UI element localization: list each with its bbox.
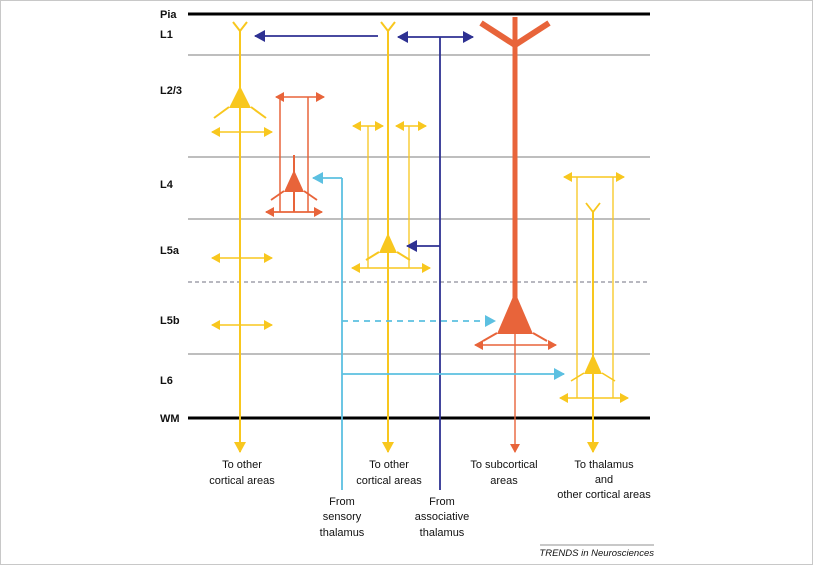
svg-text:To thalamus: To thalamus <box>574 459 634 471</box>
svg-text:thalamus: thalamus <box>420 527 465 539</box>
caption-associative-thalamus: From associative thalamus <box>415 496 469 539</box>
layer-label-l5a: L5a <box>160 245 180 257</box>
caption-sensory-thalamus: From sensory thalamus <box>320 496 365 539</box>
sensory-thalamus-input <box>312 172 565 490</box>
journal-credit: TRENDS in Neurosciences <box>539 548 654 559</box>
caption-cortical-1: To other cortical areas <box>209 459 275 487</box>
l5a-pyramidal-neuron <box>351 21 431 453</box>
l4-spiny-neuron <box>265 92 325 217</box>
l5b-pyramidal-neuron <box>474 17 557 453</box>
layer-label-pia: Pia <box>160 9 177 21</box>
caption-cortical-2: To other cortical areas <box>356 459 422 487</box>
svg-text:To other: To other <box>369 459 409 471</box>
svg-text:and: and <box>595 474 613 486</box>
layer-boundaries <box>188 12 650 420</box>
layer-label-wm: WM <box>160 413 180 425</box>
layer-label-l4: L4 <box>160 179 174 191</box>
svg-text:areas: areas <box>490 475 518 487</box>
svg-text:cortical areas: cortical areas <box>209 475 275 487</box>
layer-label-l23: L2/3 <box>160 85 182 97</box>
svg-text:cortical areas: cortical areas <box>356 475 422 487</box>
caption-subcortical: To subcortical areas <box>470 459 537 487</box>
svg-text:associative: associative <box>415 511 469 523</box>
svg-text:From: From <box>429 496 455 508</box>
svg-text:sensory: sensory <box>323 511 362 523</box>
associative-thalamus-input <box>254 30 474 490</box>
l23-pyramidal-neuron <box>211 21 273 453</box>
caption-thalamus: To thalamus and other cortical areas <box>557 459 651 501</box>
svg-text:thalamus: thalamus <box>320 527 365 539</box>
layer-label-l5b: L5b <box>160 315 180 327</box>
l6-pyramidal-neuron <box>559 172 629 453</box>
svg-text:To other: To other <box>222 459 262 471</box>
layer-label-l1: L1 <box>160 29 173 41</box>
layer-labels: Pia L1 L2/3 L4 L5a L5b L6 WM <box>160 9 182 425</box>
svg-text:other cortical areas: other cortical areas <box>557 489 651 501</box>
svg-text:From: From <box>329 496 355 508</box>
svg-text:To subcortical: To subcortical <box>470 459 537 471</box>
layer-label-l6: L6 <box>160 375 173 387</box>
